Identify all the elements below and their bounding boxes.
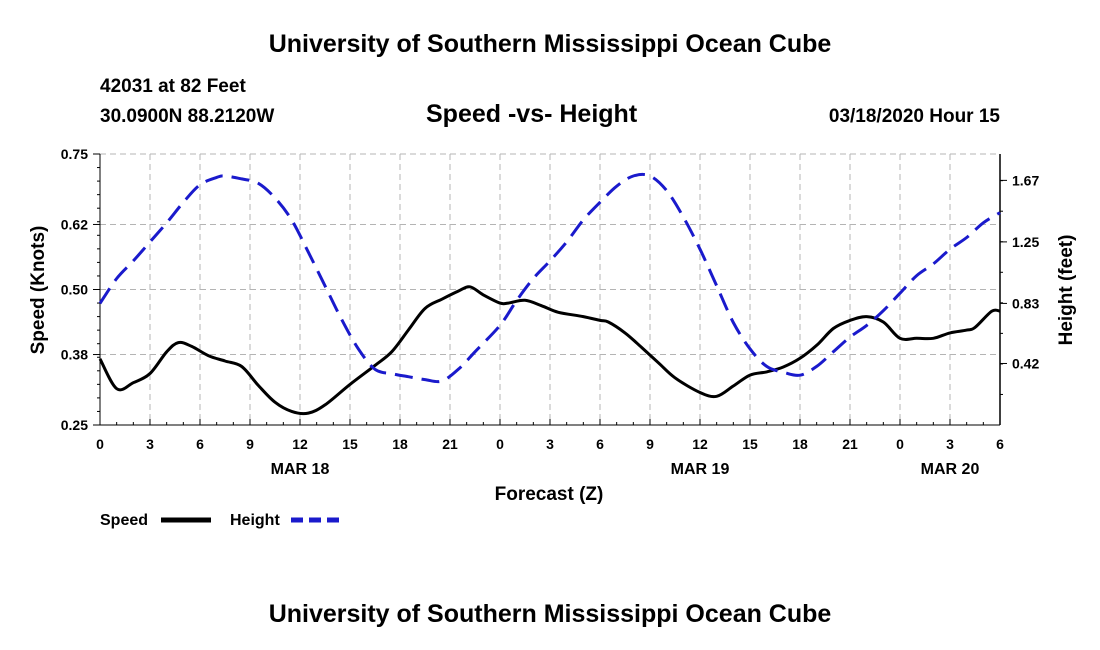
x-tick-label: 3 — [546, 436, 554, 452]
legend-speed-label: Speed — [100, 512, 148, 529]
x-tick-label: 0 — [96, 436, 104, 452]
x-axis-title: Forecast (Z) — [495, 484, 604, 505]
x-tick-label: 3 — [146, 436, 154, 452]
y-axis-title: Speed (Knots) — [28, 226, 49, 355]
axis-labels: Forecast (Z) Speed (Knots) Height (feet) — [28, 226, 1077, 505]
y2-axis-title: Height (feet) — [1056, 235, 1077, 346]
date-label: MAR 19 — [671, 461, 730, 478]
y-tick-label: 0.25 — [61, 417, 88, 433]
y-tick-label: 0.50 — [61, 282, 88, 298]
date-label: MAR 18 — [271, 461, 330, 478]
height-series-line — [98, 172, 1001, 384]
x-tick-label: 21 — [442, 436, 458, 452]
legend-height-label: Height — [230, 512, 280, 529]
forecast-datetime: 03/18/2020 Hour 15 — [828, 106, 1000, 127]
footer-title: University of Southern Mississippi Ocean… — [268, 600, 832, 628]
x-tick-label: 18 — [392, 436, 408, 452]
x-tick-label: 6 — [996, 436, 1004, 452]
x-tick-label: 3 — [946, 436, 954, 452]
x-tick-label: 12 — [292, 436, 308, 452]
y2-tick-label: 1.67 — [1012, 172, 1039, 188]
x-tick-label: 0 — [496, 436, 504, 452]
legend: Speed Height — [100, 512, 341, 529]
station-label: 42031 at 82 Feet — [100, 76, 246, 97]
y2-tick-label: 1.25 — [1012, 234, 1039, 250]
x-tick-label: 15 — [342, 436, 358, 452]
y2-tick-label: 0.42 — [1012, 355, 1039, 371]
axes: 0 3 6 9 12 15 18 21 0 3 6 9 12 15 18 21 0 3 6 MAR 18 MAR 19 M… — [61, 146, 1040, 478]
x-tick-label: 9 — [246, 436, 254, 452]
x-tick-label: 6 — [596, 436, 604, 452]
y-tick-label: 0.62 — [61, 216, 88, 232]
date-label: MAR 20 — [921, 461, 980, 478]
chart-title: Speed -vs- Height — [426, 100, 638, 128]
y2-tick-label: 0.83 — [1012, 295, 1039, 311]
grid-lines — [100, 153, 1000, 425]
x-tick-label: 12 — [692, 436, 708, 452]
x-tick-label: 21 — [842, 436, 858, 452]
x-tick-label: 0 — [896, 436, 904, 452]
y-tick-label: 0.75 — [61, 146, 88, 162]
x-tick-label: 15 — [742, 436, 758, 452]
x-tick-label: 9 — [646, 436, 654, 452]
x-tick-label: 6 — [196, 436, 204, 452]
x-tick-label: 18 — [792, 436, 808, 452]
page-title: University of Southern Mississippi Ocean… — [268, 30, 832, 58]
y-tick-label: 0.38 — [61, 347, 88, 363]
series-lines — [98, 172, 1001, 416]
coordinates-label: 30.0900N 88.2120W — [100, 106, 275, 127]
speed-series-line — [98, 285, 1001, 416]
